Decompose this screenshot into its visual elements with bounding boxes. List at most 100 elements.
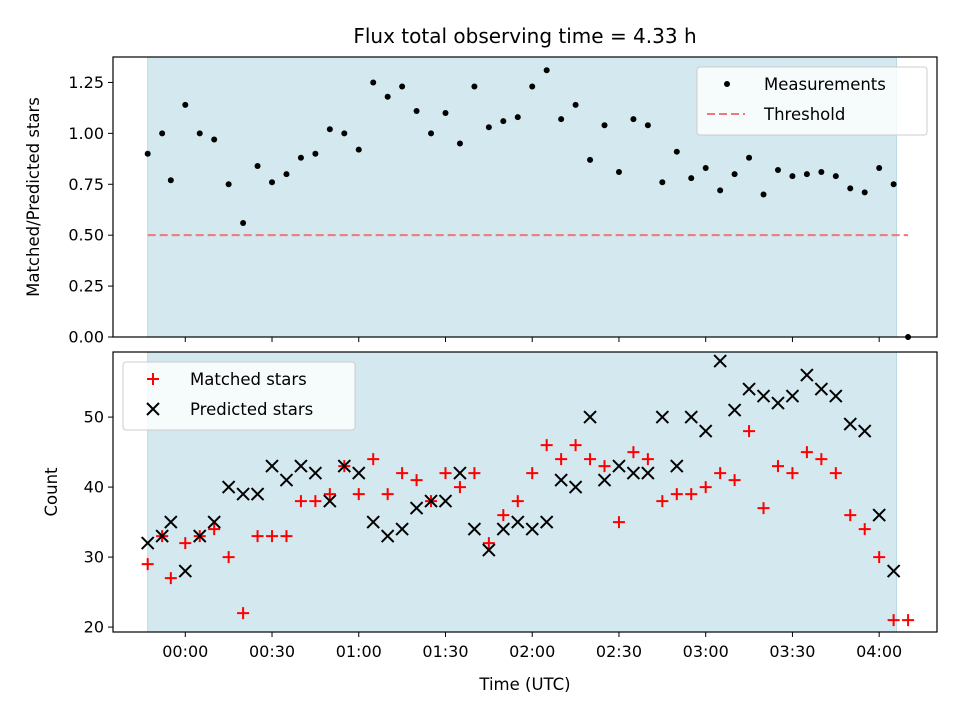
data-point (814, 382, 829, 396)
data-point (511, 495, 524, 508)
data-point (294, 495, 307, 508)
data-point (731, 171, 738, 178)
data-point (355, 146, 362, 153)
data-point (280, 530, 293, 543)
data-point (800, 446, 813, 459)
data-point (193, 529, 207, 543)
y-tick-label: 30 (84, 548, 104, 567)
data-point (279, 473, 294, 487)
data-point (297, 154, 304, 161)
data-point (141, 558, 154, 571)
data-point (655, 410, 670, 424)
data-point (453, 481, 466, 494)
data-point (539, 515, 554, 529)
top-y-axis-label: Matched/Predicted stars (24, 97, 43, 297)
y-tick-label: 50 (84, 408, 104, 427)
data-point (337, 459, 352, 473)
data-point (612, 516, 625, 529)
data-point (250, 487, 265, 501)
data-point (265, 459, 279, 473)
top-panel: 0.00 0.25 0.50 0.75 1.00 1.25 Measurements Thre… (68, 56, 938, 347)
data-point (424, 494, 438, 508)
data-point (352, 466, 366, 480)
data-point (861, 189, 868, 196)
data-point (886, 564, 901, 578)
data-point (381, 488, 394, 501)
x-tick-label: 01:00 (336, 642, 382, 661)
data-point (471, 83, 478, 90)
data-point (670, 488, 683, 501)
top-series-measurements (144, 67, 912, 340)
y-tick-label: 1.25 (68, 73, 104, 92)
legend-box (122, 361, 356, 431)
bottom-series-predicted-stars (140, 354, 901, 578)
data-point (283, 171, 290, 178)
y-tick-label: 0.00 (68, 328, 104, 347)
x-tick-label: 03:30 (769, 642, 815, 661)
data-point (453, 466, 467, 480)
data-point (155, 529, 169, 543)
data-point (717, 187, 724, 194)
legend-swatch (147, 373, 159, 385)
data-point (641, 453, 654, 466)
data-point (789, 173, 796, 180)
x-tick-label: 03:00 (683, 642, 729, 661)
data-point (511, 515, 525, 529)
data-point (178, 564, 192, 578)
data-point (323, 494, 337, 508)
data-point (844, 509, 857, 522)
data-point (688, 175, 695, 182)
data-point (384, 93, 391, 100)
data-point (514, 114, 521, 121)
data-point (670, 459, 684, 473)
data-point (597, 473, 612, 487)
data-point (872, 508, 886, 522)
data-point (558, 116, 565, 123)
data-point (569, 439, 582, 452)
data-point (237, 607, 250, 620)
data-point (159, 130, 166, 137)
data-point (832, 173, 839, 180)
top-legend: Measurements Threshold (696, 66, 928, 136)
data-point (312, 150, 319, 157)
data-point (497, 509, 510, 522)
data-point (467, 522, 482, 536)
data-point (496, 522, 511, 536)
data-point (208, 523, 221, 536)
y-tick-label: 20 (84, 618, 104, 637)
data-point (641, 466, 655, 480)
data-point (873, 551, 886, 564)
data-point (413, 107, 420, 114)
data-point (396, 467, 409, 480)
data-point (771, 396, 785, 410)
data-point (630, 116, 637, 123)
data-point (326, 126, 333, 133)
data-point (598, 460, 611, 473)
data-point (225, 181, 232, 188)
legend-swatch (724, 81, 730, 87)
data-point (626, 466, 641, 480)
x-tick-label: 01:30 (422, 642, 468, 661)
data-point (540, 439, 553, 452)
data-point (442, 110, 449, 116)
data-point (656, 495, 669, 508)
data-point (196, 130, 203, 137)
x-axis-label: Time (UTC) (478, 675, 570, 694)
data-point (627, 446, 640, 459)
y-tick-label: 1.00 (68, 124, 104, 143)
data-point (785, 389, 800, 403)
data-point (644, 122, 651, 129)
data-point (254, 162, 261, 169)
data-point (144, 150, 151, 157)
data-point (399, 83, 406, 90)
legend-label: Predicted stars (190, 400, 313, 419)
data-point (743, 425, 756, 438)
data-point (468, 467, 481, 480)
y-tick-label: 0.25 (68, 277, 104, 296)
data-point (529, 83, 536, 90)
data-point (221, 480, 236, 494)
data-point (395, 522, 409, 536)
data-point (366, 515, 380, 529)
data-point (659, 179, 666, 186)
legend-label: Threshold (763, 105, 845, 124)
